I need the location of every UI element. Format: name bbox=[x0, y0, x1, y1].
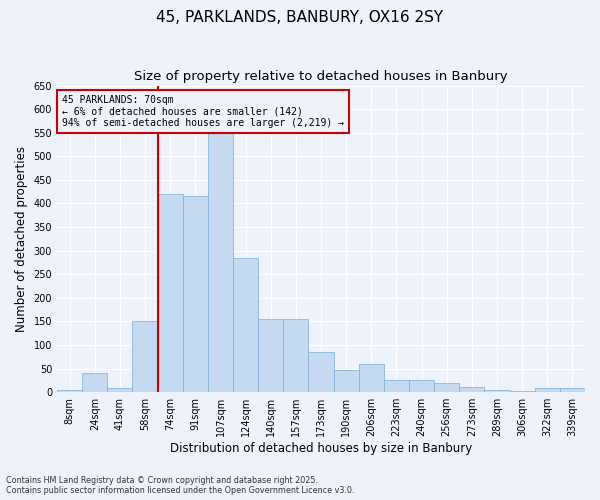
Bar bbox=[233, 258, 258, 392]
Bar bbox=[308, 352, 334, 392]
Text: Contains HM Land Registry data © Crown copyright and database right 2025.
Contai: Contains HM Land Registry data © Crown c… bbox=[6, 476, 355, 495]
Bar bbox=[183, 196, 208, 392]
Bar bbox=[560, 388, 585, 392]
Bar bbox=[208, 124, 233, 392]
Bar bbox=[334, 370, 359, 392]
Title: Size of property relative to detached houses in Banbury: Size of property relative to detached ho… bbox=[134, 70, 508, 83]
Bar bbox=[283, 319, 308, 392]
Bar bbox=[359, 364, 384, 392]
Bar bbox=[258, 319, 283, 392]
Bar bbox=[133, 322, 158, 392]
Bar bbox=[509, 391, 535, 392]
Text: 45 PARKLANDS: 70sqm
← 6% of detached houses are smaller (142)
94% of semi-detach: 45 PARKLANDS: 70sqm ← 6% of detached hou… bbox=[62, 95, 344, 128]
Bar bbox=[409, 380, 434, 392]
Bar bbox=[434, 383, 459, 392]
Bar bbox=[107, 388, 133, 392]
Bar bbox=[82, 374, 107, 392]
Bar bbox=[57, 390, 82, 392]
Text: 45, PARKLANDS, BANBURY, OX16 2SY: 45, PARKLANDS, BANBURY, OX16 2SY bbox=[157, 10, 443, 25]
Bar bbox=[384, 380, 409, 392]
Bar bbox=[158, 194, 183, 392]
X-axis label: Distribution of detached houses by size in Banbury: Distribution of detached houses by size … bbox=[170, 442, 472, 455]
Bar bbox=[535, 388, 560, 392]
Bar bbox=[459, 388, 484, 392]
Bar bbox=[484, 390, 509, 392]
Y-axis label: Number of detached properties: Number of detached properties bbox=[15, 146, 28, 332]
